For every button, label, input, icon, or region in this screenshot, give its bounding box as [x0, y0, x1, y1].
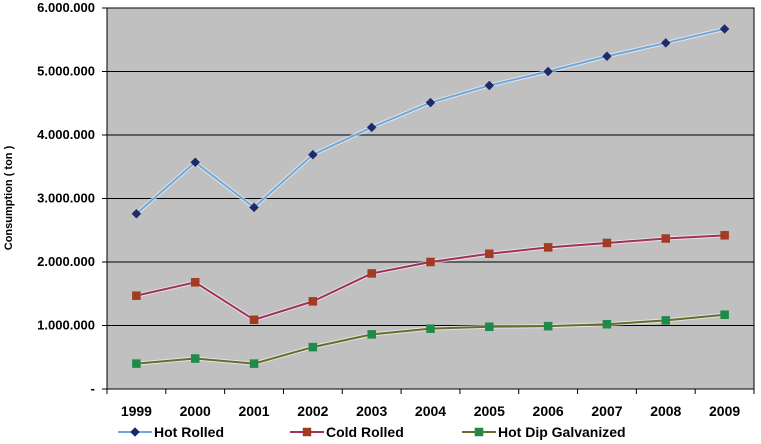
x-tick-label: 2002 — [297, 403, 328, 419]
data-point — [720, 310, 729, 319]
x-tick-label: 2008 — [650, 403, 681, 419]
series-layer — [131, 24, 730, 368]
data-point — [366, 122, 377, 133]
data-point — [308, 149, 318, 160]
x-axis: 1999 2000 2001 2002 2003 2004 2005 2006 2007 2008… — [106, 389, 755, 419]
legend-item: Hot Dip Galvanized — [462, 424, 626, 440]
legend-marker — [474, 427, 484, 437]
y-tick-label: 6.000.000 — [37, 0, 95, 15]
y-axis-label: Consumption ( ton ) — [3, 145, 15, 250]
legend-label: Hot Dip Galvanized — [498, 424, 626, 440]
data-point — [543, 66, 553, 77]
x-tick-label: 2000 — [180, 403, 211, 419]
data-point — [719, 24, 730, 34]
data-point — [425, 97, 436, 108]
legend-label: Hot Rolled — [154, 424, 224, 440]
x-tick-label: 2001 — [238, 403, 269, 419]
data-point — [249, 359, 259, 368]
data-point — [367, 269, 376, 278]
legend-marker — [130, 427, 140, 437]
data-point — [485, 249, 494, 258]
data-point — [132, 291, 141, 300]
x-tick-label: 2004 — [415, 403, 446, 419]
data-point — [720, 231, 729, 240]
data-point — [543, 321, 553, 331]
y-tick-label: - — [91, 381, 95, 396]
data-point — [485, 322, 494, 332]
x-tick-label: 2007 — [591, 403, 622, 419]
y-tick-label: 3.000.000 — [37, 191, 95, 206]
y-axis: - 1.000.000 2.000.000 3.000.000 4.000.000 5.0… — [37, 0, 107, 396]
data-point — [132, 359, 141, 368]
data-point — [249, 315, 259, 325]
data-point — [484, 80, 495, 91]
data-point — [660, 38, 671, 48]
data-point — [602, 319, 612, 329]
data-point — [308, 342, 318, 352]
y-tick-label: 5.000.000 — [37, 64, 95, 79]
data-point — [131, 208, 142, 219]
data-point — [543, 243, 553, 252]
legend-marker — [302, 427, 312, 437]
data-point — [661, 234, 671, 243]
series-hot-dip-galvanized — [132, 310, 729, 368]
y-tick-label: 4.000.000 — [37, 127, 95, 142]
data-point — [367, 330, 376, 339]
data-point — [190, 354, 200, 363]
x-tick-label: 2003 — [356, 403, 387, 419]
series-hot-rolled — [131, 24, 730, 219]
data-point — [426, 324, 435, 333]
x-tick-label: 2005 — [474, 403, 505, 419]
data-point — [661, 316, 671, 325]
x-tick-label: 2006 — [533, 403, 564, 419]
data-point — [308, 297, 318, 306]
x-tick-label: 1999 — [121, 403, 152, 419]
data-point — [190, 157, 201, 168]
legend-item: Hot Rolled — [118, 424, 224, 440]
legend-label: Cold Rolled — [326, 424, 404, 440]
legend: Hot Rolled Cold Rolled Hot Dip Galvanized — [118, 424, 626, 440]
series-cold-rolled — [132, 231, 729, 325]
legend-item: Cold Rolled — [290, 424, 404, 440]
data-point — [426, 257, 435, 267]
data-point — [602, 238, 612, 248]
x-tick-label: 2009 — [709, 403, 740, 419]
data-point — [249, 202, 259, 213]
data-point — [190, 278, 200, 287]
y-tick-label: 1.000.000 — [37, 318, 95, 333]
y-tick-label: 2.000.000 — [37, 254, 95, 269]
data-point — [602, 51, 612, 62]
